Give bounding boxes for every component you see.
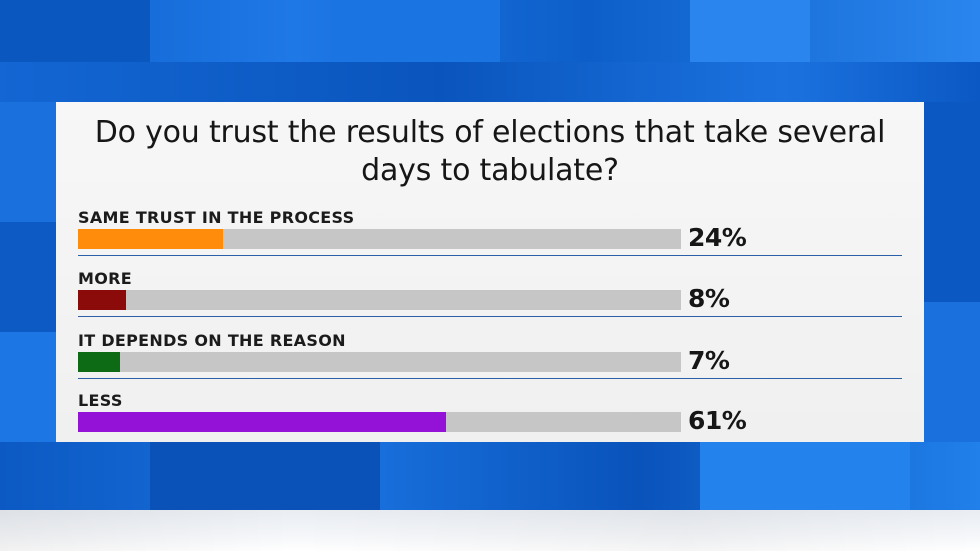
- value-label: 7%: [688, 346, 730, 375]
- poll-results-panel: Do you trust the results of elections th…: [56, 102, 924, 442]
- background-mid-band: [0, 62, 980, 102]
- poll-row-more: MORE 8%: [78, 269, 902, 329]
- background-floor: [0, 510, 980, 551]
- value-label: 8%: [688, 284, 730, 313]
- bar-less: [78, 412, 446, 432]
- category-label: SAME TRUST IN THE PROCESS: [78, 208, 355, 227]
- bar-more: [78, 290, 127, 310]
- bar-track: [78, 412, 681, 432]
- category-label: IT DEPENDS ON THE REASON: [78, 331, 346, 350]
- background-tile: [0, 102, 56, 222]
- row-divider: [78, 378, 902, 379]
- background-tile: [330, 0, 500, 62]
- chart-title: Do you trust the results of elections th…: [94, 115, 886, 188]
- category-label: LESS: [78, 391, 123, 410]
- bar-depends: [78, 352, 121, 372]
- poll-row-less: LESS 61%: [78, 391, 902, 451]
- background-tile: [924, 102, 980, 302]
- background-tile: [0, 0, 150, 62]
- bar-track: [78, 352, 681, 372]
- value-label: 61%: [688, 406, 747, 435]
- row-divider: [78, 255, 902, 256]
- row-divider: [78, 316, 902, 317]
- background-tile: [150, 442, 380, 510]
- bar-same-trust: [78, 229, 223, 249]
- background-tile: [924, 302, 980, 442]
- background-tile: [0, 332, 56, 442]
- poll-row-same-trust: SAME TRUST IN THE PROCESS 24%: [78, 208, 902, 268]
- background-tile: [0, 222, 56, 332]
- bar-track: [78, 290, 681, 310]
- background-tile: [690, 0, 810, 62]
- background-tile: [700, 442, 910, 510]
- background-floor-shade: [0, 510, 980, 551]
- poll-row-depends: IT DEPENDS ON THE REASON 7%: [78, 331, 902, 391]
- value-label: 24%: [688, 223, 747, 252]
- bar-track: [78, 229, 681, 249]
- category-label: MORE: [78, 269, 132, 288]
